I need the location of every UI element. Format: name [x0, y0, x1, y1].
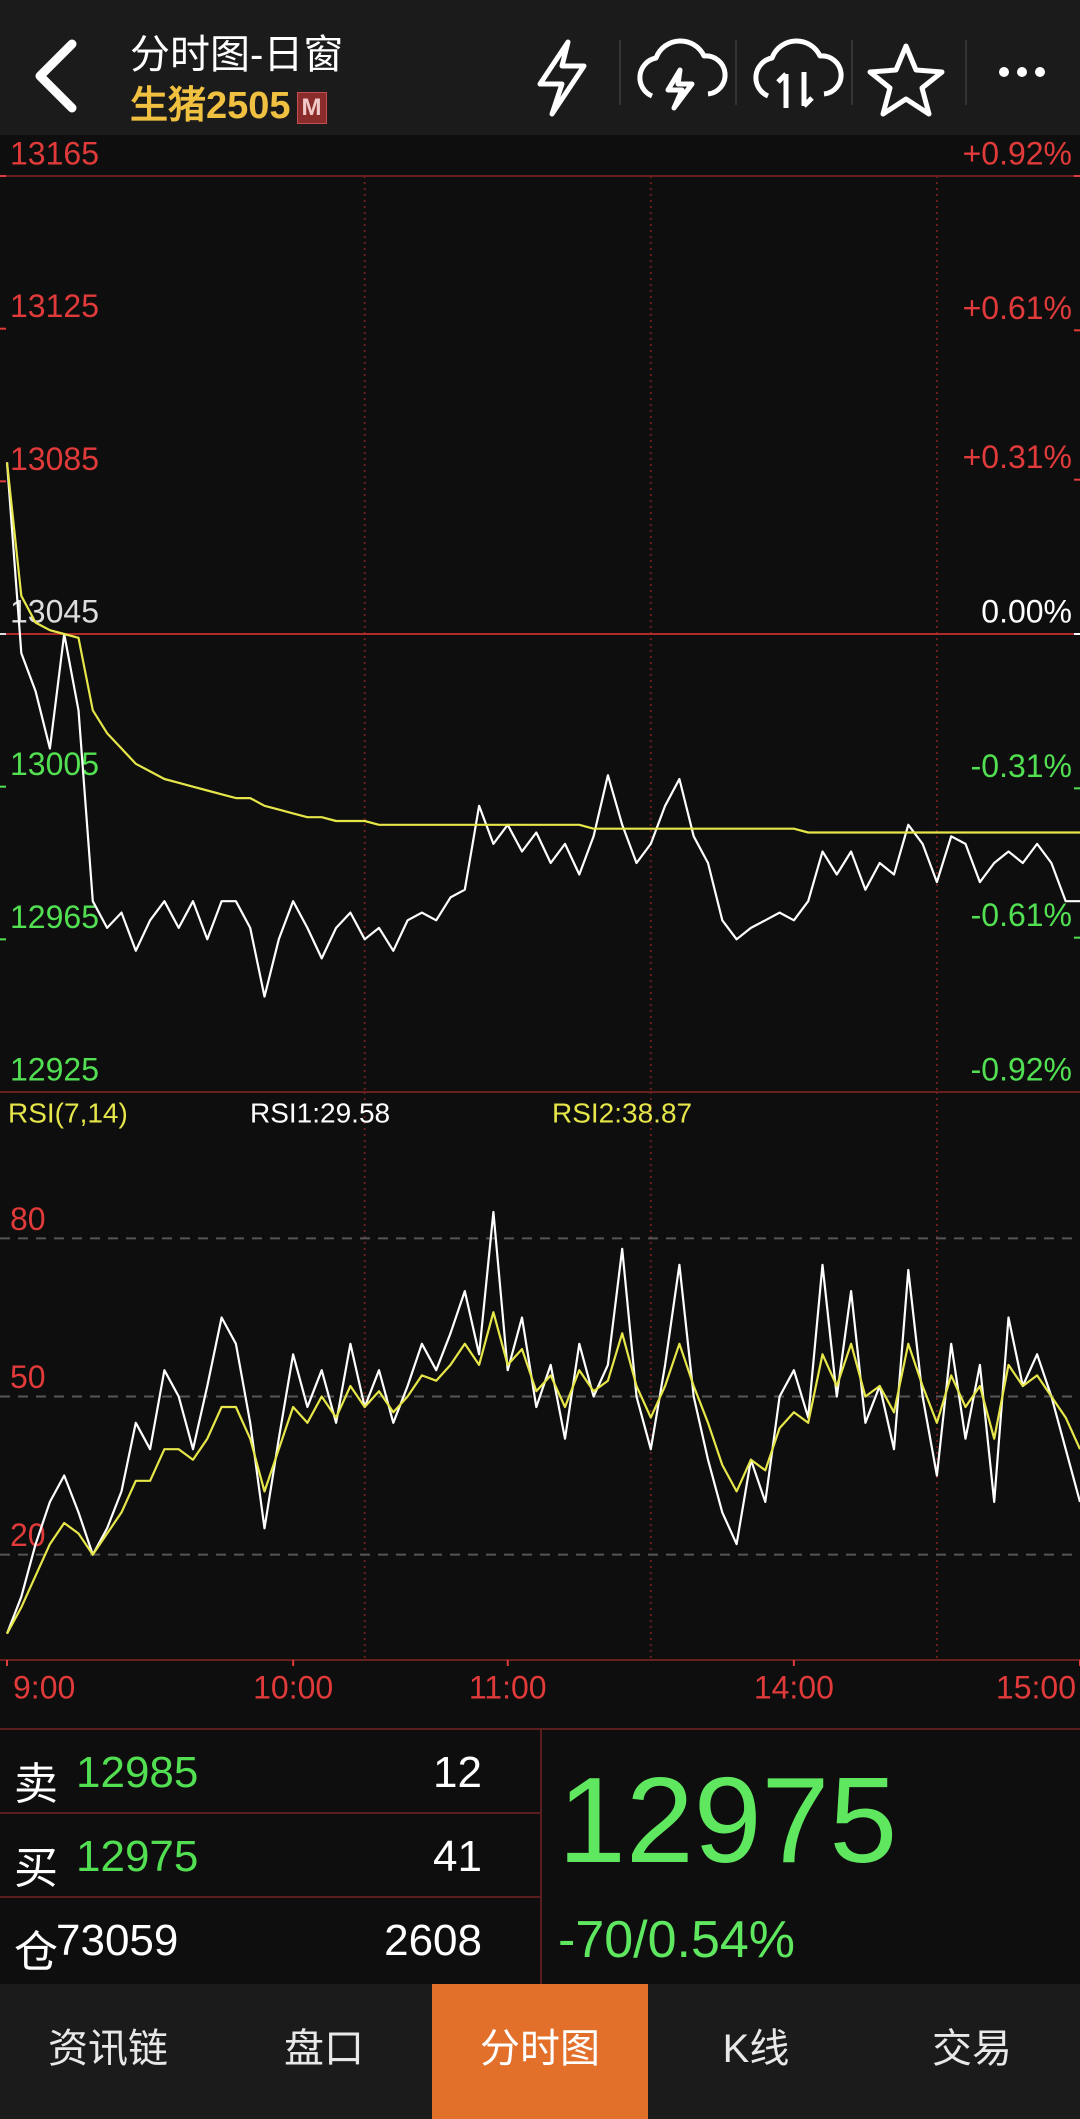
divider [540, 1730, 542, 1984]
quote-volume: 41 [433, 1832, 482, 1881]
x-tick-label: 15:00 [996, 1669, 1076, 1705]
quote-price: 73059 [56, 1916, 179, 1965]
y-tick-label: 13005 [10, 746, 99, 782]
series-line [5, 462, 1080, 998]
cloud-flash-icon[interactable] [637, 38, 728, 111]
y2-tick-label: -0.92% [971, 1051, 1072, 1087]
quote-row: 买 12975 41 [0, 1814, 540, 1898]
y-tick-label: 13165 [10, 135, 99, 171]
quote-row: 卖 12985 12 [0, 1730, 540, 1814]
quote-label: 卖 [14, 1760, 58, 1809]
header-icons [35, 38, 1045, 117]
series-line [5, 1210, 1080, 1635]
page-title: 分时图-日窗 [130, 33, 344, 77]
tab[interactable]: K线 [722, 2027, 790, 2071]
back-button[interactable] [35, 39, 77, 113]
tab[interactable]: 交易 [932, 2027, 1012, 2071]
tab[interactable]: 分时图 [432, 1984, 648, 2119]
y-tick-label: 12925 [10, 1051, 99, 1087]
y-tick-label: 13085 [10, 441, 99, 477]
quote-volume: 2608 [384, 1916, 482, 1965]
tab[interactable]: 盘口 [284, 2027, 364, 2071]
cloud-sync-icon[interactable] [753, 38, 844, 108]
y-tick-label: 80 [10, 1201, 46, 1237]
quote-price: 12985 [76, 1748, 199, 1797]
y2-tick-label: -0.31% [971, 748, 1072, 784]
last-price: 12975 [558, 1752, 898, 1888]
tab-bar: 资讯链 盘口 分时图 K线 交易 [0, 1984, 1080, 2119]
flash-icon[interactable] [537, 39, 587, 117]
quote-volume: 12 [433, 1748, 482, 1797]
x-tick-label: 14:00 [754, 1669, 834, 1705]
market-badge: M [296, 91, 327, 124]
y-tick-label: 50 [10, 1359, 46, 1395]
y-tick-label: 12965 [10, 899, 99, 935]
quote-label: 买 [14, 1844, 58, 1893]
legend-entry: RSI1:29.58 [250, 1097, 390, 1128]
x-tick-label: 10:00 [253, 1669, 333, 1705]
header: 分时图-日窗 生猪2505 M [0, 0, 1080, 135]
chart-area: 13165 13125 13085 13045 13005 12965 12925 +0.92… [0, 135, 1080, 1728]
quote-panel: 12975 -70/0.54% 卖 12985 12 买 12975 41 仓 73059 26… [0, 1728, 1080, 1984]
quote-price: 12975 [76, 1832, 199, 1881]
price-change: -70/0.54% [558, 1911, 796, 1969]
y2-tick-label: +0.31% [963, 439, 1072, 475]
legend-entry: RSI2:38.87 [552, 1097, 692, 1128]
series-line [5, 462, 1080, 834]
series-line [6, 1311, 1080, 1635]
symbol: 生猪2505 M [130, 74, 327, 129]
y-tick-label: 20 [10, 1517, 46, 1553]
chart-background [0, 135, 1080, 1728]
quote-row: 仓 73059 2608 [0, 1898, 540, 1980]
y2-tick-label: +0.61% [963, 290, 1072, 326]
x-tick-label: 11:00 [469, 1669, 547, 1705]
quote-label: 仓 [14, 1928, 58, 1977]
y2-tick-label: -0.61% [971, 897, 1072, 933]
more-icon[interactable] [999, 67, 1045, 77]
symbol-name: 生猪2505 [130, 85, 291, 127]
tab[interactable]: 资讯链 [48, 2027, 168, 2071]
y-tick-label: 13045 [10, 593, 99, 629]
indicator-label: RSI(7,14) [8, 1097, 128, 1128]
y2-tick-label: +0.92% [963, 135, 1072, 171]
favorite-icon[interactable] [867, 43, 945, 117]
y2-tick-label: 0.00% [981, 593, 1072, 629]
x-tick-label: 9:00 [13, 1669, 75, 1705]
y-tick-label: 13125 [10, 288, 99, 324]
